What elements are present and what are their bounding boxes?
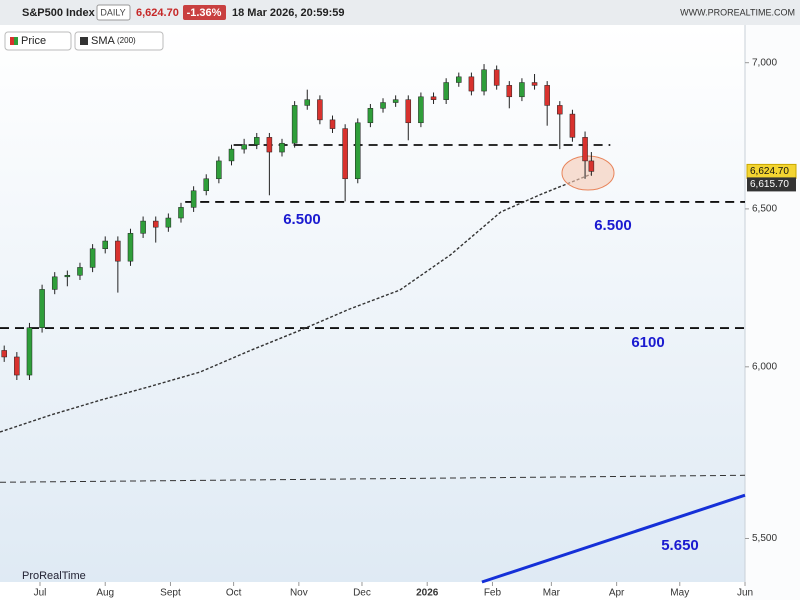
candle-body (355, 122, 361, 180)
candle-body (443, 82, 449, 100)
candle-body (582, 137, 588, 162)
legend-sma[interactable]: SMA (91, 35, 116, 47)
legend-sma-box[interactable] (74, 31, 164, 51)
candle-body (405, 99, 412, 124)
candle-body (569, 113, 576, 138)
candle-body (493, 69, 500, 86)
candle-body (102, 240, 108, 250)
candle-body (557, 105, 563, 115)
candle-body (588, 160, 595, 172)
candle-body (392, 99, 399, 103)
annotation: 6100 (631, 334, 664, 351)
candle-body (468, 76, 475, 92)
candle-body (77, 267, 83, 276)
interval-box[interactable] (96, 4, 131, 21)
legend-price[interactable]: Price (21, 35, 46, 47)
x-tick-label: Aug (96, 588, 114, 599)
price: 6,624.70 (136, 7, 179, 19)
x-tick-label: 2026 (416, 588, 439, 599)
candle-body (481, 69, 487, 92)
candle-body (304, 99, 311, 106)
candle-body (178, 207, 184, 219)
candle-body (544, 85, 550, 106)
header-bar (0, 0, 800, 25)
candle-body (418, 96, 424, 124)
highlight (561, 155, 615, 191)
legend-price-box[interactable] (4, 31, 72, 51)
candle-body (430, 96, 437, 100)
change-box (183, 5, 226, 20)
x-tick-label: Apr (609, 588, 625, 599)
candle-body (342, 128, 348, 180)
y-tick-label: 7,000 (752, 57, 777, 68)
x-tick-label: Jun (737, 588, 753, 599)
axis-area (745, 25, 800, 600)
candle-body (64, 275, 71, 278)
trend-line (481, 493, 746, 584)
candle-body (203, 178, 209, 192)
x-tick-label: Feb (484, 588, 502, 599)
sma-tag (747, 177, 796, 192)
x-tick-label: Jul (34, 588, 47, 599)
candle-body (506, 85, 513, 98)
brand: ProRealTime (22, 570, 86, 582)
x-tick-label: Oct (226, 588, 242, 599)
candle-body (51, 276, 58, 290)
y-tick-label: 6,000 (752, 361, 777, 372)
annotation: 5.650 (661, 537, 699, 554)
candle-body (519, 82, 525, 98)
candle-body (216, 160, 222, 180)
interval[interactable]: DAILY (100, 7, 125, 17)
candle-body (115, 240, 121, 262)
candle-body (140, 220, 146, 234)
annotation: 6.500 (594, 217, 632, 234)
y-tick-label: 6,500 (752, 204, 777, 215)
x-tick-label: Nov (290, 588, 308, 599)
candle-body (254, 137, 260, 145)
sma-tag-label: 6,615.70 (750, 179, 789, 190)
candle-body (89, 248, 96, 268)
candle-body (39, 289, 45, 328)
sma-line (0, 173, 592, 433)
candle-body (152, 220, 159, 228)
site: WWW.PROREALTIME.COM (680, 7, 795, 17)
candle-body (291, 105, 298, 144)
legend-swatch (10, 37, 14, 45)
x-tick-label: Mar (543, 588, 561, 599)
candle-body (329, 119, 336, 129)
candle-body (380, 102, 386, 109)
candle-body (531, 82, 538, 86)
trend-line (0, 474, 746, 483)
legend-swatch (14, 37, 18, 45)
price-tag-label: 6,624.70 (750, 166, 789, 177)
legend-sma-period[interactable]: (200) (117, 36, 136, 45)
candle-body (266, 137, 273, 153)
candle-body (127, 233, 134, 262)
candle-body (317, 99, 323, 121)
candle-body (190, 190, 197, 208)
x-tick-label: May (670, 588, 689, 599)
candle-body (367, 108, 374, 124)
change: -1.36% (187, 7, 222, 19)
timestamp: 18 Mar 2026, 20:59:59 (232, 7, 345, 19)
candle-body (14, 356, 20, 376)
symbol: S&P500 Index (22, 7, 96, 19)
candle-body (1, 350, 7, 358)
y-tick-label: 5,500 (752, 533, 777, 544)
annotation: 6.500 (283, 211, 321, 228)
candle-body (26, 327, 33, 376)
x-tick-label: Dec (353, 588, 371, 599)
candle-body (228, 148, 235, 162)
candle-body (456, 76, 462, 83)
candle-body (165, 217, 172, 228)
legend: Price SMA (200) (4, 31, 164, 51)
legend-swatch (80, 37, 88, 45)
candle-body (279, 142, 285, 153)
x-tick-label: Sept (160, 588, 181, 599)
candle-body (241, 144, 247, 150)
